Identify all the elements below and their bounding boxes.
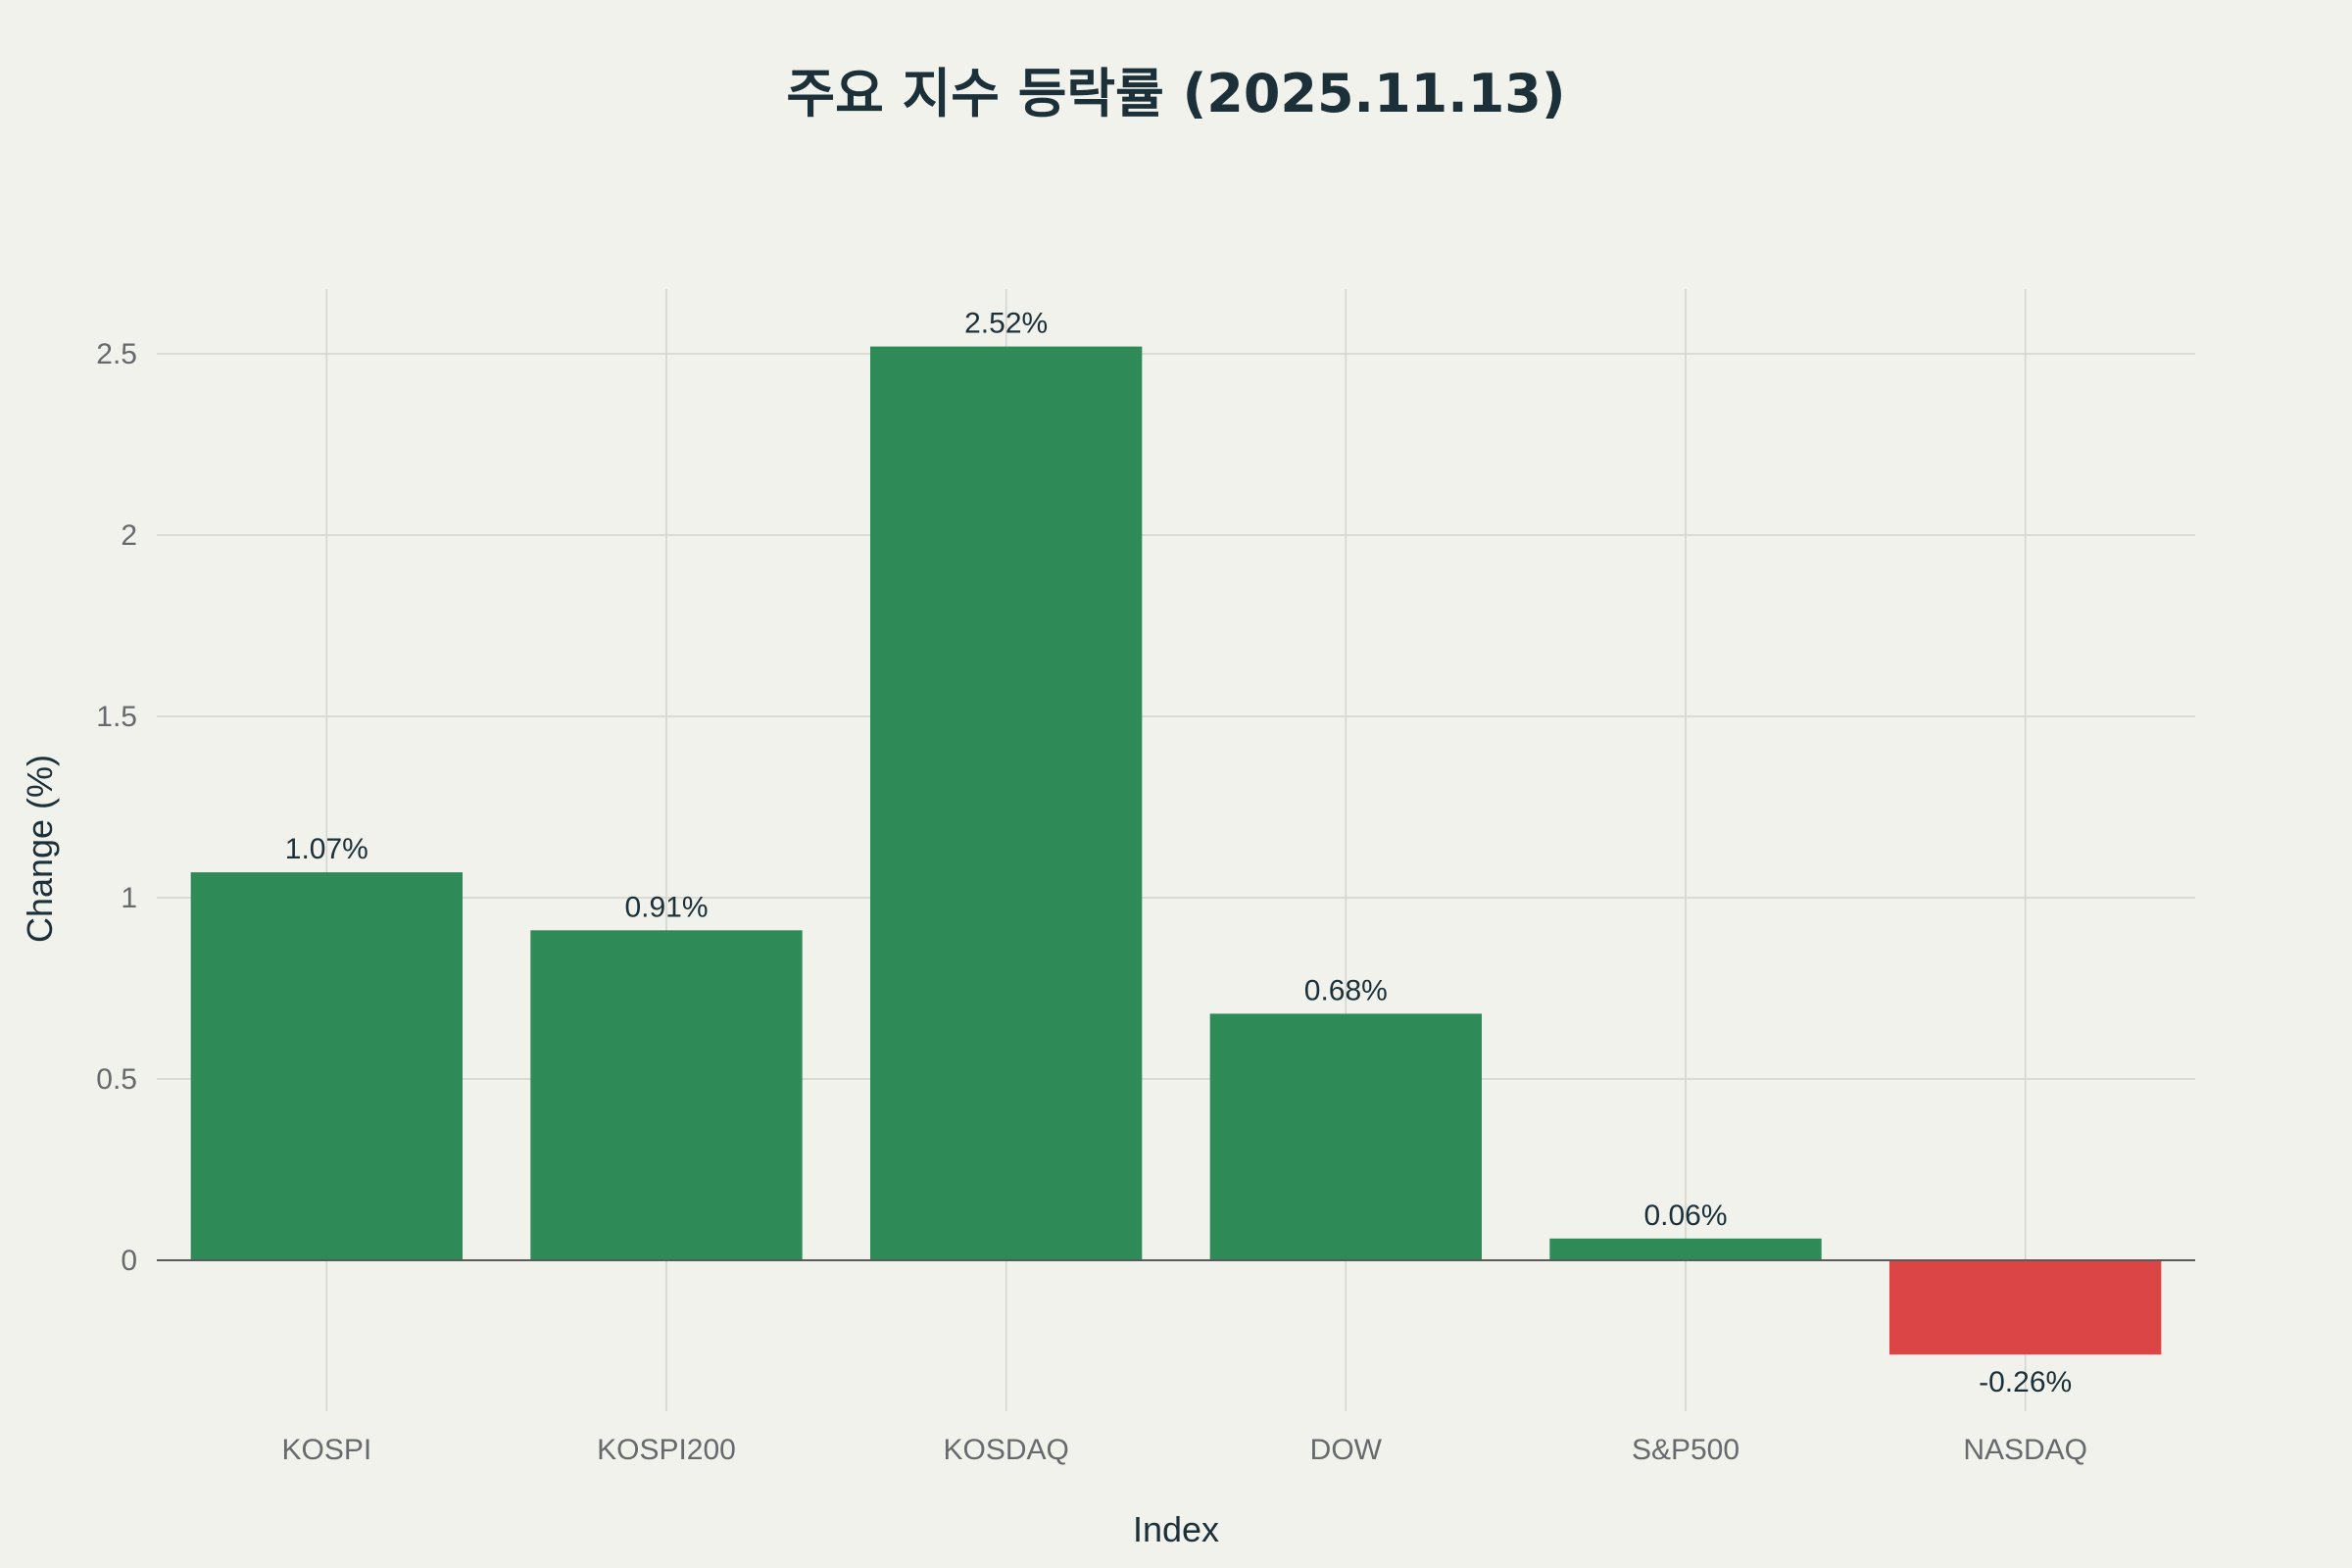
x-tick-label: S&P500 bbox=[1632, 1434, 1740, 1466]
x-tick-label: KOSPI bbox=[281, 1434, 371, 1466]
bar-dow bbox=[1209, 1013, 1482, 1260]
x-axis-ticks: KOSPI KOSPI200 KOSDAQ DOW S&P500 NASDAQ bbox=[281, 1434, 2087, 1466]
y-tick-label: 0 bbox=[121, 1245, 137, 1277]
grid bbox=[157, 289, 2195, 1411]
data-label: 0.68% bbox=[1304, 974, 1388, 1006]
bar-kosdaq bbox=[870, 346, 1143, 1261]
bar-kospi bbox=[190, 872, 463, 1260]
bar-s-p500 bbox=[1549, 1238, 1822, 1260]
y-tick-label: 1 bbox=[121, 882, 137, 914]
bars bbox=[157, 346, 2195, 1355]
x-axis-title: Index bbox=[1133, 1509, 1219, 1549]
x-tick-label: NASDAQ bbox=[1963, 1434, 2087, 1466]
data-labels: 1.07% 0.91% 2.52% 0.68% 0.06% -0.26% bbox=[285, 308, 2072, 1399]
data-label: 0.91% bbox=[624, 891, 708, 923]
data-label: 2.52% bbox=[964, 308, 1048, 340]
data-label: 0.06% bbox=[1643, 1200, 1727, 1232]
y-axis-ticks: 0 0.5 1 1.5 2 2.5 bbox=[96, 338, 137, 1277]
bar-nasdaq bbox=[1889, 1260, 2162, 1355]
bar-kospi200 bbox=[530, 930, 803, 1260]
x-tick-label: KOSPI200 bbox=[597, 1434, 736, 1466]
x-tick-label: KOSDAQ bbox=[943, 1434, 1068, 1466]
data-label: -0.26% bbox=[1979, 1366, 2072, 1398]
y-axis-title: Change (%) bbox=[20, 755, 60, 943]
y-tick-label: 2 bbox=[121, 519, 137, 552]
y-tick-label: 2.5 bbox=[96, 338, 137, 370]
x-tick-label: DOW bbox=[1310, 1434, 1383, 1466]
chart-title: 주요 지수 등락률 (2025.11.13) bbox=[786, 63, 1565, 124]
y-tick-label: 1.5 bbox=[96, 701, 137, 733]
y-tick-label: 0.5 bbox=[96, 1063, 137, 1096]
data-label: 1.07% bbox=[285, 833, 368, 865]
